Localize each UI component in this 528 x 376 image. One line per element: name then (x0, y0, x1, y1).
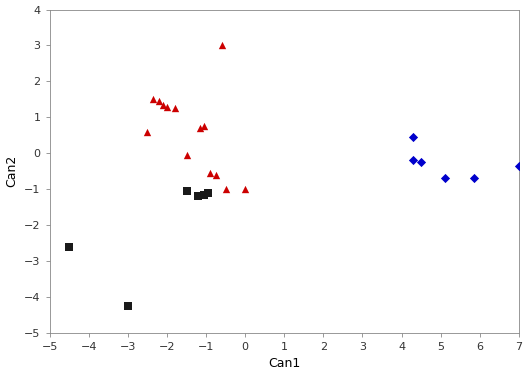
Point (515, 163, 523, 169)
Point (194, 193, 202, 199)
Y-axis label: Can2: Can2 (6, 155, 18, 187)
Point (149, 96, 157, 102)
Point (163, 103, 171, 109)
X-axis label: Can1: Can1 (268, 358, 300, 370)
Point (409, 158, 418, 164)
Point (143, 129, 152, 135)
Point (241, 186, 249, 192)
Point (409, 134, 418, 140)
Point (417, 159, 426, 165)
Point (206, 170, 214, 176)
Point (196, 125, 204, 131)
Point (440, 175, 449, 181)
Point (218, 42, 226, 49)
Point (212, 172, 220, 178)
Point (200, 123, 209, 129)
Point (124, 303, 132, 309)
Point (159, 102, 167, 108)
Point (200, 191, 209, 197)
Point (155, 98, 163, 104)
Point (182, 188, 191, 194)
Point (204, 190, 212, 196)
Point (65, 244, 73, 250)
Point (182, 152, 191, 158)
Point (221, 186, 230, 192)
Point (171, 105, 179, 111)
Point (470, 175, 478, 181)
